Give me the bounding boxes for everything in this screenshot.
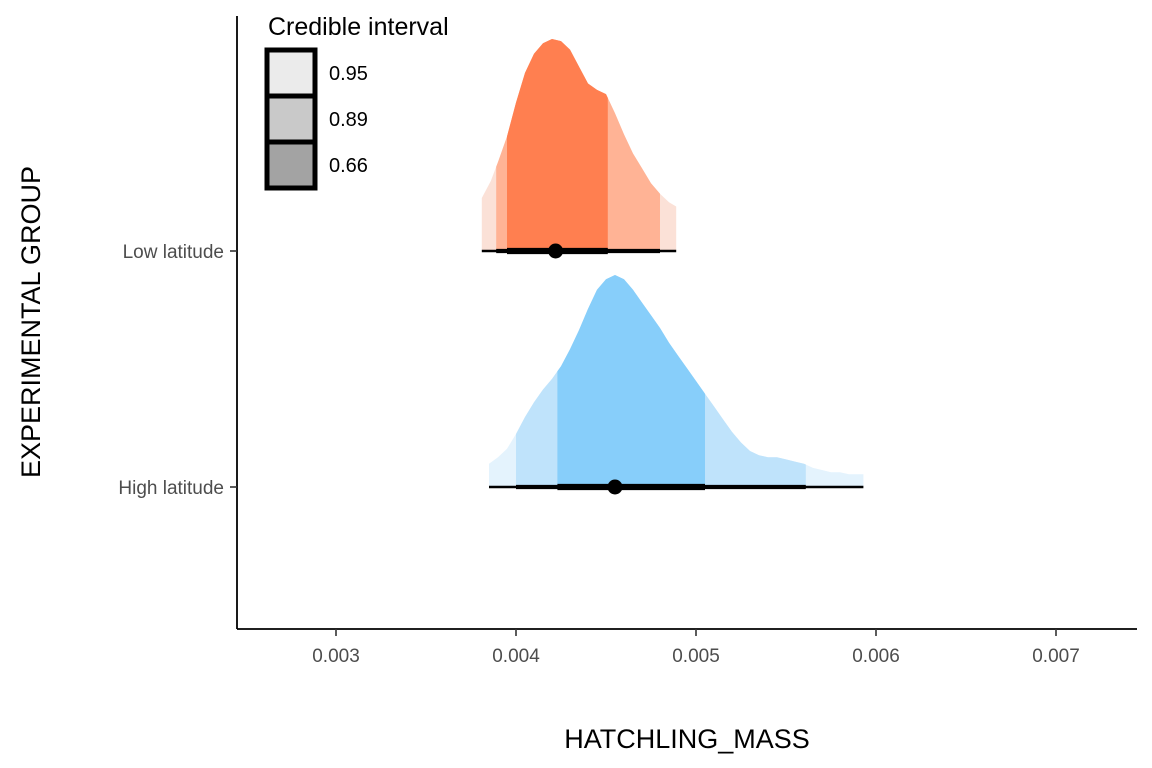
interval-layer: [481, 243, 864, 495]
x-tick-label: 0.003: [312, 646, 360, 667]
y-tick-label: Low latitude: [123, 242, 224, 263]
x-axis-title: HATCHLING_MASS: [564, 724, 810, 754]
legend-label: 0.66: [329, 155, 368, 177]
density-layer: [481, 39, 864, 487]
x-tick-label: 0.005: [672, 646, 720, 667]
point-estimate-high-latitude: [607, 479, 623, 495]
density-low-latitude: [481, 39, 677, 251]
legend-items: 0.95 0.89 0.66: [264, 47, 368, 191]
density-band-low-latitude-066: [507, 39, 608, 251]
legend-swatch: [264, 93, 318, 145]
point-estimate-low-latitude: [548, 243, 564, 259]
x-tick-label: 0.006: [852, 646, 900, 667]
legend: Credible interval 0.95 0.89 0.66: [264, 13, 449, 191]
legend-label: 0.89: [329, 109, 368, 131]
x-tick-label: 0.007: [1032, 646, 1080, 667]
y-axis-ticks: Low latitude High latitude: [118, 242, 237, 499]
density-band-high-latitude-066: [557, 275, 705, 487]
y-axis-title: EXPERIMENTAL GROUP: [16, 166, 46, 478]
y-tick-label: High latitude: [118, 478, 224, 499]
legend-title: Credible interval: [268, 13, 449, 41]
x-axis-ticks: 0.003 0.004 0.005 0.006 0.007: [312, 629, 1080, 667]
legend-label: 0.95: [329, 63, 368, 85]
legend-swatch: [264, 47, 318, 99]
x-tick-label: 0.004: [492, 646, 540, 667]
legend-swatch: [264, 139, 318, 191]
density-high-latitude: [489, 275, 864, 487]
